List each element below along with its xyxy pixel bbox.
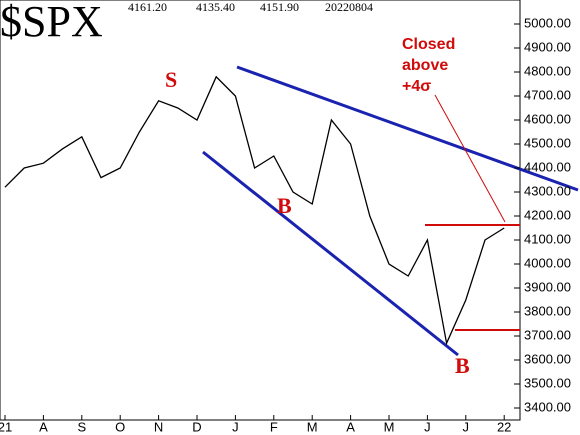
annotation: +4σ (402, 78, 431, 95)
y-tick-label: 3600.00 (524, 351, 571, 366)
y-tick-label: 3900.00 (524, 279, 571, 294)
y-tick-label: 4200.00 (524, 207, 571, 222)
x-tick-label: 22 (497, 419, 511, 434)
y-tick-label: 4500.00 (524, 135, 571, 150)
x-tick-label: 21 (0, 419, 12, 434)
annotation: B (455, 353, 470, 378)
y-tick-label: 4100.00 (524, 231, 571, 246)
x-tick-label: D (192, 419, 201, 434)
x-tick-label: F (270, 419, 278, 434)
y-tick-label: 3800.00 (524, 303, 571, 318)
x-tick-label: A (39, 419, 48, 434)
y-tick-label: 4700.00 (524, 87, 571, 102)
y-tick-label: 4400.00 (524, 159, 571, 174)
y-tick-label: 3700.00 (524, 327, 571, 342)
x-tick-label: O (115, 419, 125, 434)
x-tick-label: J (232, 419, 239, 434)
y-tick-label: 4600.00 (524, 111, 571, 126)
header-value: 20220804 (325, 0, 373, 14)
x-tick-label: M (384, 419, 395, 434)
x-tick-label: M (307, 419, 318, 434)
x-tick-label: J (463, 419, 470, 434)
header-value: 4135.40 (196, 0, 235, 14)
x-tick-label: J (424, 419, 431, 434)
trend-line (236, 65, 579, 192)
header-value: 4151.90 (260, 0, 299, 14)
price-line (4, 75, 505, 346)
trend-line (202, 150, 459, 357)
plot-frame (0, 0, 521, 421)
y-tick-label: 4900.00 (524, 39, 571, 54)
x-tick-label: A (346, 419, 355, 434)
y-tick-label: 5000.00 (524, 15, 571, 30)
y-tick-label: 4300.00 (524, 183, 571, 198)
annotation: Closed (402, 36, 455, 53)
chart-title: $SPX (0, 0, 103, 46)
x-tick-label: S (77, 419, 86, 434)
y-tick-label: 4000.00 (524, 255, 571, 270)
annotation-pointer (434, 94, 506, 223)
header-value: 4161.20 (128, 0, 167, 14)
y-tick-label: 4800.00 (524, 63, 571, 78)
y-tick-label: 3500.00 (524, 375, 571, 390)
annotation: above (402, 57, 448, 74)
x-tick-label: N (154, 419, 163, 434)
y-tick-label: 3400.00 (524, 399, 571, 414)
annotation: B (277, 193, 292, 218)
annotation: S (165, 67, 177, 92)
